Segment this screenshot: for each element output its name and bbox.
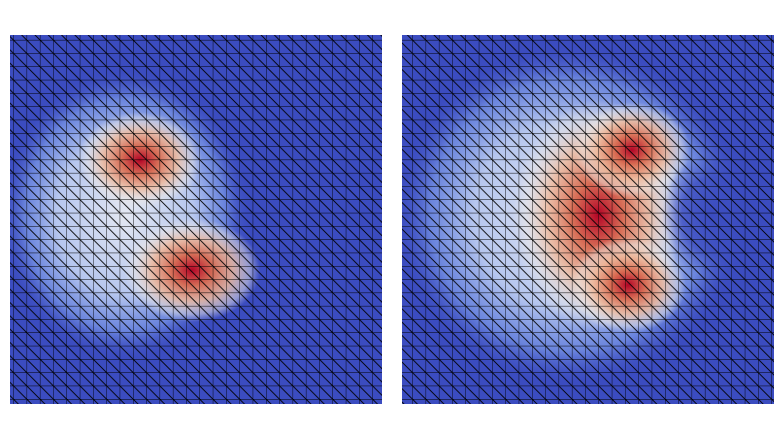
left-panel — [10, 35, 382, 404]
mesh — [402, 35, 774, 404]
right-panel — [402, 35, 774, 404]
mesh — [10, 35, 382, 404]
